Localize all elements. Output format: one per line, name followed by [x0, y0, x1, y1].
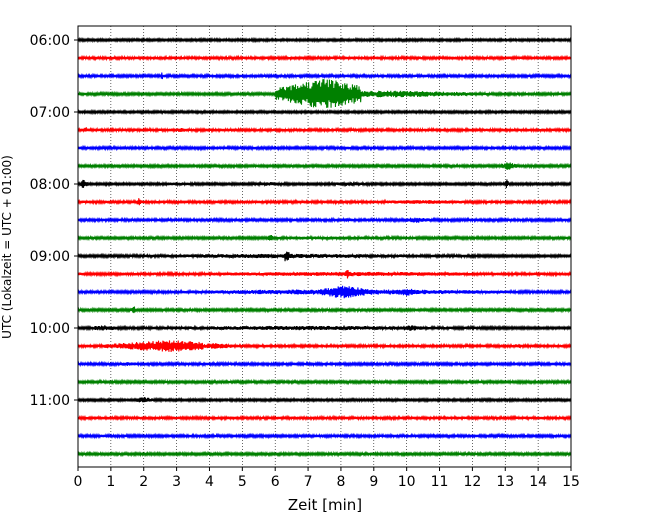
trace-0600-black	[77, 36, 572, 44]
trace-1000-black	[77, 324, 572, 332]
y-tick-label: 08:00	[30, 177, 70, 193]
trace-0715-red	[77, 126, 572, 134]
x-tick-label: 3	[172, 474, 181, 490]
y-tick-label: 11:00	[30, 393, 70, 409]
y-tick-label: 07:00	[30, 105, 70, 121]
plot-frame	[77, 25, 572, 468]
trace-0945-green	[77, 306, 572, 314]
trace-0930-blue	[77, 285, 572, 299]
x-tick-label: 2	[139, 474, 148, 490]
y-tick-label: 09:00	[30, 249, 70, 265]
trace-0800-black	[77, 179, 572, 189]
x-tick-label: 0	[74, 474, 83, 490]
trace-1030-blue	[77, 360, 572, 368]
x-tick-label: 4	[205, 474, 214, 490]
seismic-traces	[77, 36, 572, 458]
x-tick-label: 6	[271, 474, 280, 490]
trace-0745-green	[77, 162, 572, 170]
x-tick-label: 12	[463, 474, 481, 490]
trace-1145-green	[77, 450, 572, 458]
trace-1115-red	[77, 414, 572, 422]
trace-0700-black	[77, 108, 572, 116]
x-tick-label: 15	[562, 474, 580, 490]
x-tick-label: 10	[398, 474, 416, 490]
trace-0630-blue	[77, 72, 572, 80]
trace-1015-red	[77, 340, 572, 352]
x-axis-label: Zeit [min]	[288, 496, 362, 514]
y-tick-label: 10:00	[30, 321, 70, 337]
x-tick-label: 11	[431, 474, 449, 490]
trace-0915-red	[77, 270, 572, 279]
x-tick-label: 13	[496, 474, 514, 490]
trace-0815-red	[77, 198, 572, 206]
x-tick-label: 1	[106, 474, 115, 490]
x-tick-label: 5	[238, 474, 247, 490]
trace-0845-green	[77, 234, 572, 242]
trace-1100-black	[77, 396, 572, 404]
x-tick-label: 8	[336, 474, 345, 490]
trace-1130-blue	[77, 432, 572, 440]
x-tick-label: 7	[304, 474, 313, 490]
trace-0730-blue	[77, 144, 572, 152]
trace-0830-blue	[77, 216, 572, 224]
x-axis-ticks: 0 1 2 3 4 5 6 7 8 9 10 11 12 13 14 15	[74, 467, 580, 490]
y-tick-label: 06:00	[30, 33, 70, 49]
y-axis-ticks: 06:00 07:00 08:00 09:00 10:00 11:00	[30, 33, 78, 409]
x-tick-label: 9	[369, 474, 378, 490]
trace-0645-green	[77, 79, 572, 108]
trace-1045-green	[77, 378, 572, 386]
trace-0900-black	[77, 251, 572, 262]
x-tick-label: 14	[529, 474, 547, 490]
trace-0615-red	[77, 54, 572, 62]
y-axis-label: UTC (Lokalzeit = UTC + 01:00)	[0, 155, 14, 339]
